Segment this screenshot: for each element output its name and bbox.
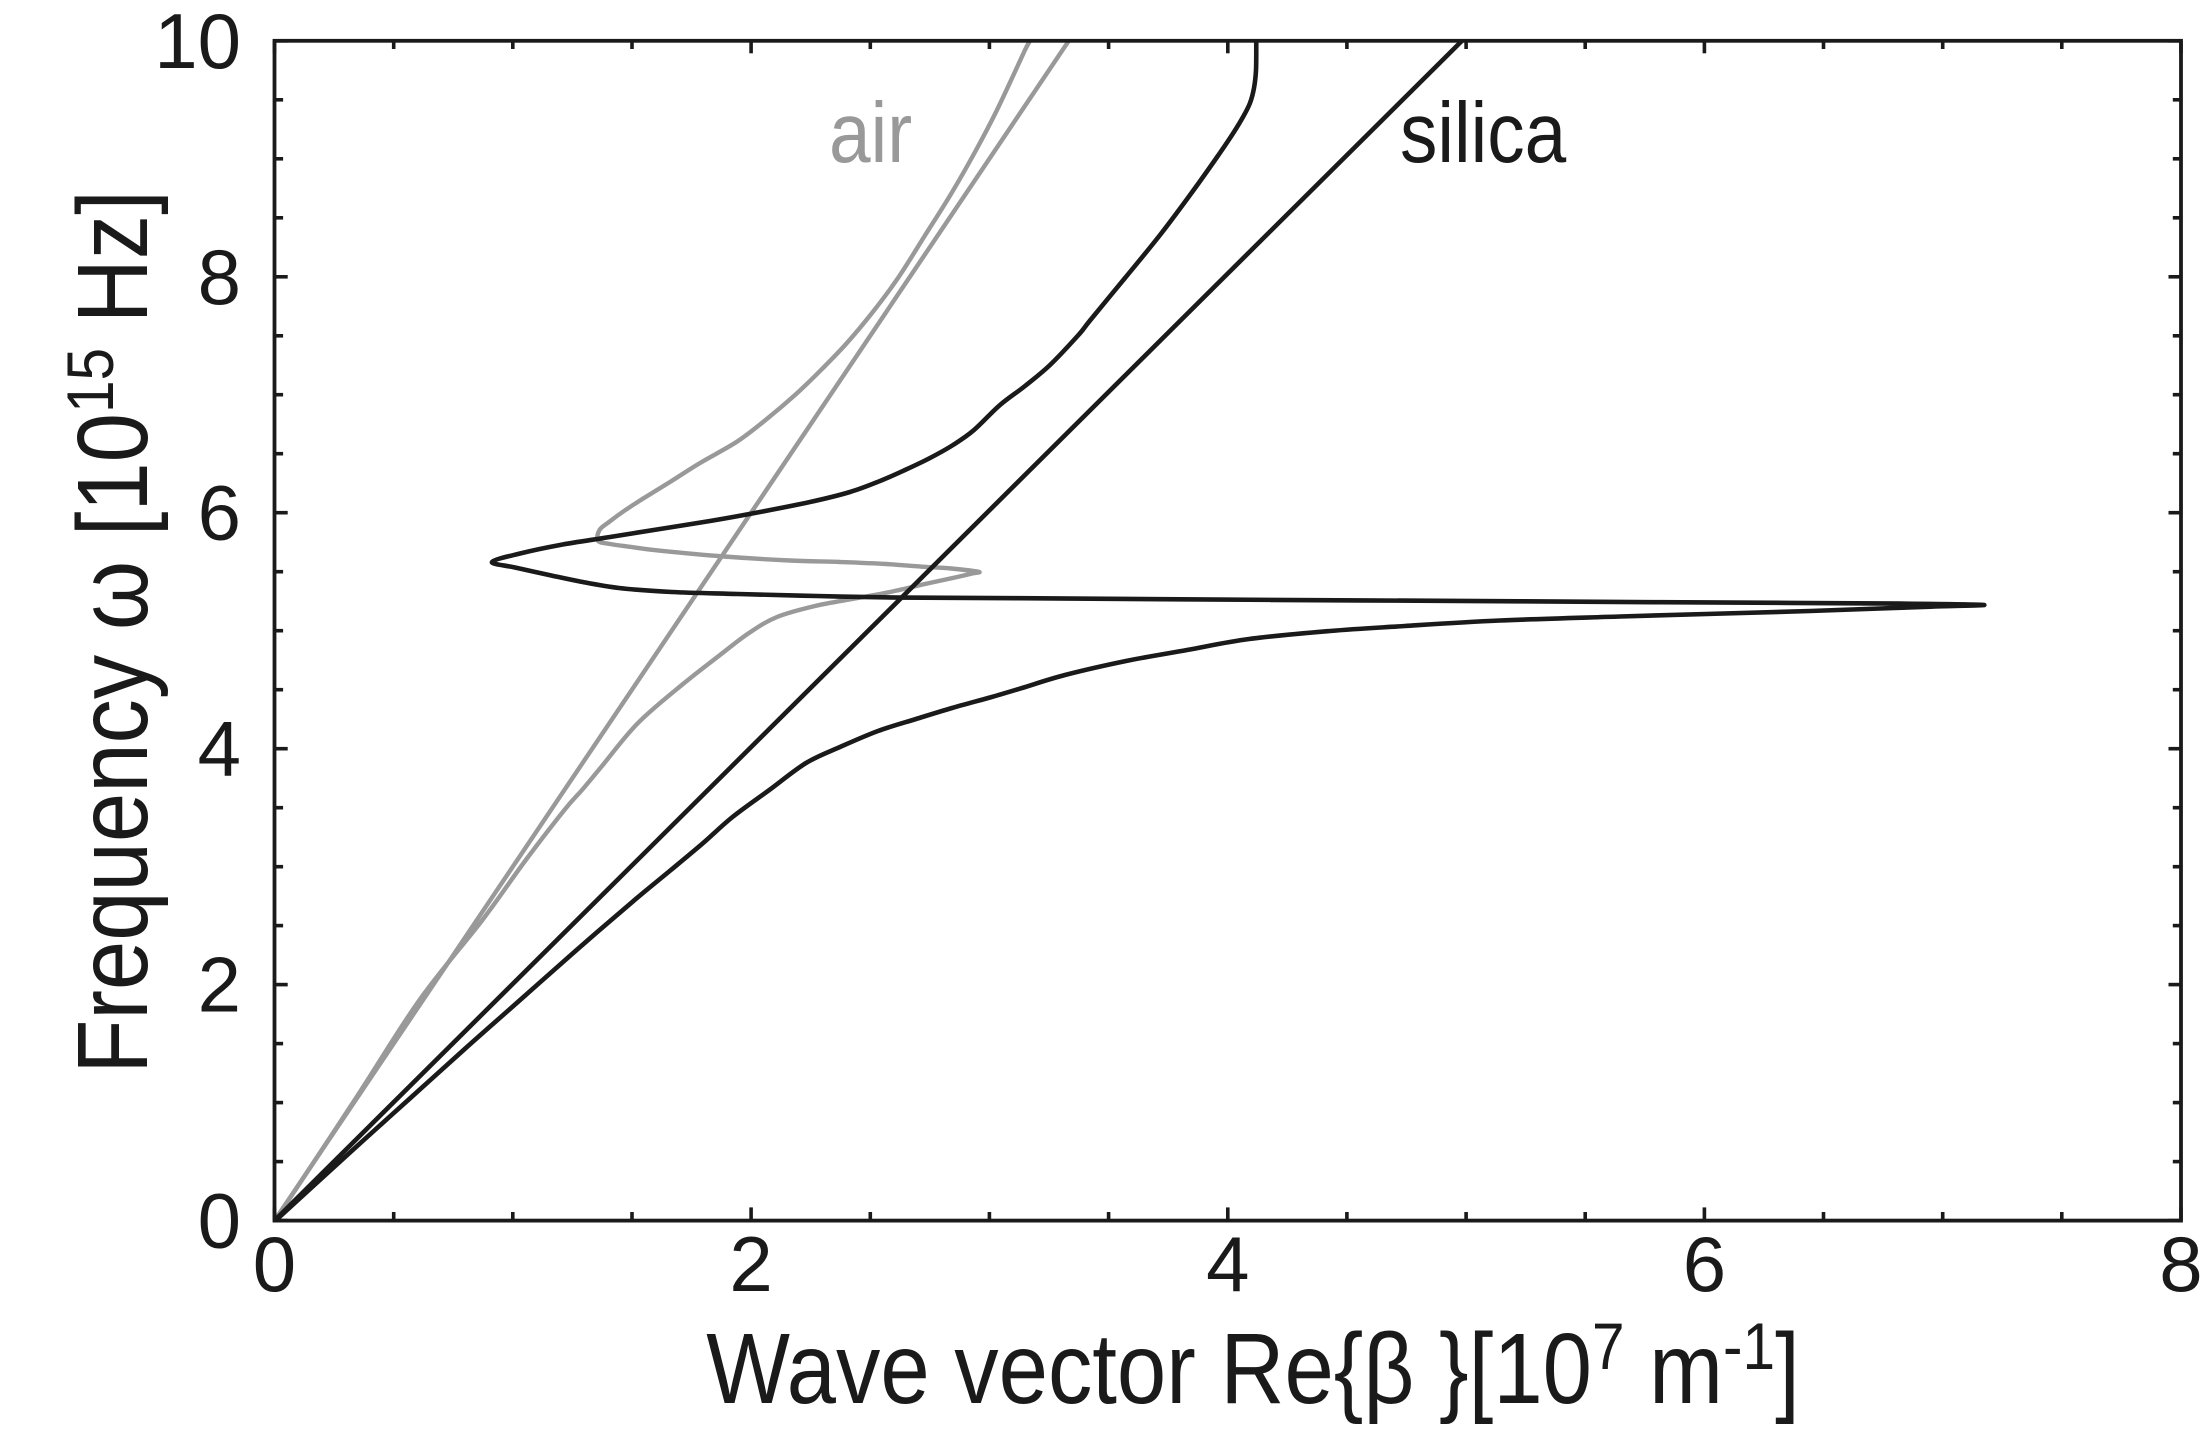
svg-text:4: 4 (198, 705, 241, 793)
svg-text:air: air (829, 86, 912, 180)
svg-text:6: 6 (198, 469, 241, 557)
svg-text:silica: silica (1400, 86, 1567, 180)
svg-text:Frequency ω [1015 Hz]: Frequency ω [1015 Hz] (55, 190, 169, 1074)
svg-text:2: 2 (729, 1220, 772, 1308)
svg-text:4: 4 (1206, 1220, 1249, 1308)
svg-text:2: 2 (198, 941, 241, 1029)
svg-text:10: 10 (154, 0, 241, 85)
svg-text:Wave vector Re{β }[107 m-1]: Wave vector Re{β }[107 m-1] (706, 1311, 1799, 1425)
svg-text:0: 0 (253, 1220, 296, 1308)
svg-text:0: 0 (198, 1177, 241, 1265)
svg-text:6: 6 (1683, 1220, 1726, 1308)
svg-text:8: 8 (2159, 1220, 2202, 1308)
svg-text:8: 8 (198, 233, 241, 321)
